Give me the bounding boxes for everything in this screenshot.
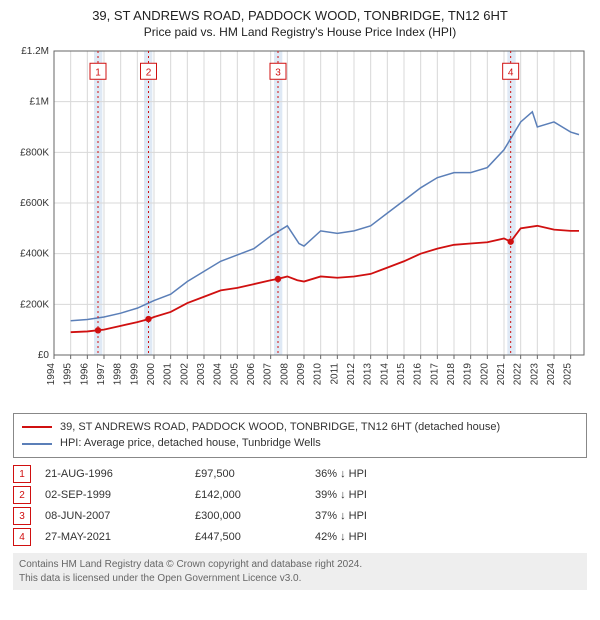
svg-text:£1M: £1M [30, 97, 49, 108]
svg-text:2016: 2016 [413, 362, 424, 385]
svg-text:2024: 2024 [546, 362, 557, 385]
svg-text:3: 3 [275, 67, 281, 78]
svg-text:£1.2M: £1.2M [21, 46, 49, 57]
svg-text:2012: 2012 [346, 362, 357, 385]
svg-text:£400K: £400K [20, 249, 49, 260]
svg-text:2007: 2007 [263, 362, 274, 385]
legend-label-2: HPI: Average price, detached house, Tunb… [60, 435, 321, 452]
svg-text:1997: 1997 [96, 362, 107, 385]
transaction-diff: 42% ↓ HPI [315, 527, 405, 548]
transaction-marker: 1 [13, 465, 31, 483]
transaction-marker: 4 [13, 528, 31, 546]
svg-text:1: 1 [95, 67, 101, 78]
svg-text:2015: 2015 [396, 362, 407, 385]
svg-text:£600K: £600K [20, 198, 49, 209]
svg-text:2011: 2011 [329, 362, 340, 384]
svg-text:1998: 1998 [113, 362, 124, 385]
transaction-row: 1 21-AUG-1996£97,50036% ↓ HPI [13, 464, 587, 485]
svg-text:2005: 2005 [229, 362, 240, 385]
transaction-diff: 36% ↓ HPI [315, 464, 405, 485]
transaction-price: £97,500 [195, 464, 315, 485]
legend-label-1: 39, ST ANDREWS ROAD, PADDOCK WOOD, TONBR… [60, 419, 500, 436]
transaction-date: 02-SEP-1999 [45, 485, 195, 506]
chart-area: £0 £200K £400K £600K £800K £1M £1.2M 1994 1995 19… [10, 45, 590, 405]
svg-text:2020: 2020 [479, 362, 490, 385]
transaction-marker: 2 [13, 486, 31, 504]
svg-text:2021: 2021 [496, 362, 507, 385]
svg-text:2019: 2019 [463, 362, 474, 385]
svg-text:£800K: £800K [20, 147, 49, 158]
svg-text:2023: 2023 [529, 362, 540, 385]
legend: 39, ST ANDREWS ROAD, PADDOCK WOOD, TONBR… [13, 413, 587, 458]
legend-swatch-1 [22, 426, 52, 428]
legend-swatch-2 [22, 443, 52, 445]
footer-line1: Contains HM Land Registry data © Crown c… [19, 558, 581, 572]
svg-text:£0: £0 [38, 350, 50, 361]
line-chart: £0 £200K £400K £600K £800K £1M £1.2M 1994 1995 19… [10, 45, 590, 405]
transaction-date: 21-AUG-1996 [45, 464, 195, 485]
transaction-marker: 3 [13, 507, 31, 525]
transaction-diff: 39% ↓ HPI [315, 485, 405, 506]
svg-text:2: 2 [146, 67, 152, 78]
svg-text:2025: 2025 [563, 362, 574, 385]
svg-text:2013: 2013 [363, 362, 374, 385]
svg-text:1994: 1994 [46, 362, 57, 385]
svg-text:2022: 2022 [513, 362, 524, 385]
transaction-price: £300,000 [195, 506, 315, 527]
chart-container: 39, ST ANDREWS ROAD, PADDOCK WOOD, TONBR… [0, 0, 600, 598]
svg-text:2017: 2017 [429, 362, 440, 385]
svg-text:2003: 2003 [196, 362, 207, 385]
svg-text:2006: 2006 [246, 362, 257, 385]
transaction-date: 27-MAY-2021 [45, 527, 195, 548]
transaction-price: £142,000 [195, 485, 315, 506]
svg-text:1999: 1999 [129, 362, 140, 385]
transaction-diff: 37% ↓ HPI [315, 506, 405, 527]
title-line2: Price paid vs. HM Land Registry's House … [10, 25, 590, 39]
transaction-price: £447,500 [195, 527, 315, 548]
svg-text:2001: 2001 [163, 362, 174, 385]
svg-text:1995: 1995 [63, 362, 74, 385]
legend-row-1: 39, ST ANDREWS ROAD, PADDOCK WOOD, TONBR… [22, 419, 578, 436]
title-line1: 39, ST ANDREWS ROAD, PADDOCK WOOD, TONBR… [10, 8, 590, 25]
svg-text:2002: 2002 [179, 362, 190, 385]
transactions-table: 1 21-AUG-1996£97,50036% ↓ HPI 2 02-SEP-1999… [13, 464, 587, 548]
transaction-row: 2 02-SEP-1999£142,00039% ↓ HPI [13, 485, 587, 506]
svg-text:2004: 2004 [213, 362, 224, 385]
transaction-row: 4 27-MAY-2021£447,50042% ↓ HPI [13, 527, 587, 548]
transaction-row: 3 08-JUN-2007£300,00037% ↓ HPI [13, 506, 587, 527]
footer-note: Contains HM Land Registry data © Crown c… [13, 553, 587, 590]
svg-text:2018: 2018 [446, 362, 457, 385]
svg-text:2008: 2008 [279, 362, 290, 385]
svg-text:£200K: £200K [20, 299, 49, 310]
svg-text:2014: 2014 [379, 362, 390, 385]
legend-row-2: HPI: Average price, detached house, Tunb… [22, 435, 578, 452]
svg-text:2009: 2009 [296, 362, 307, 385]
transaction-date: 08-JUN-2007 [45, 506, 195, 527]
footer-line2: This data is licensed under the Open Gov… [19, 572, 581, 586]
svg-text:1996: 1996 [79, 362, 90, 385]
svg-text:2010: 2010 [313, 362, 324, 385]
svg-text:4: 4 [508, 67, 514, 78]
svg-text:2000: 2000 [146, 362, 157, 385]
